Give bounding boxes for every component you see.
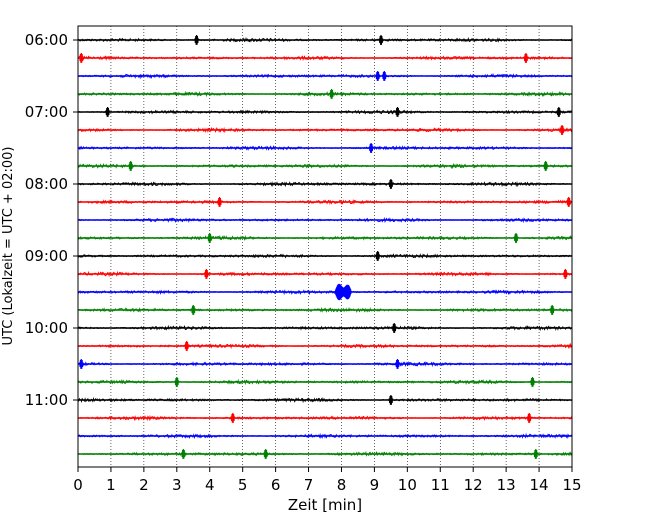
event-spike <box>388 178 394 189</box>
x-tick-label: 13 <box>497 476 516 494</box>
trace-noise <box>77 432 573 440</box>
event-spike <box>375 70 381 81</box>
event-spike <box>391 322 397 333</box>
trace-noise <box>77 270 573 278</box>
event-spike <box>217 196 223 207</box>
trace-noise <box>77 55 573 62</box>
x-tick-label: 3 <box>172 476 182 494</box>
trace-noise <box>77 126 573 134</box>
trace-noise <box>77 324 573 332</box>
major-event-burst <box>334 283 352 301</box>
trace-noise <box>77 342 573 350</box>
y-tick-label: 11:00 <box>25 391 68 409</box>
seismic-traces <box>77 34 573 459</box>
trace-noise <box>77 378 573 386</box>
event-spike <box>529 376 536 387</box>
x-tick-label: 5 <box>238 476 248 494</box>
event-spike <box>203 268 209 279</box>
event-spike <box>174 376 180 387</box>
trace-noise <box>77 234 573 242</box>
trace-noise <box>77 360 573 368</box>
event-spike <box>105 106 111 117</box>
trace-noise <box>77 36 573 43</box>
event-spike <box>562 268 568 279</box>
trace-noise <box>77 145 573 151</box>
x-tick-label: 15 <box>562 476 581 494</box>
x-tick-label: 6 <box>271 476 281 494</box>
x-tick-label: 8 <box>337 476 347 494</box>
event-spike <box>375 250 381 261</box>
x-tick-label: 14 <box>530 476 549 494</box>
trace-noise <box>77 162 573 170</box>
x-tick-label: 7 <box>304 476 314 494</box>
trace-noise <box>77 253 573 259</box>
x-tick-label: 4 <box>205 476 215 494</box>
x-tick-label: 12 <box>464 476 483 494</box>
x-tick-label: 11 <box>431 476 450 494</box>
x-tick-label: 2 <box>139 476 149 494</box>
x-tick-label: 1 <box>106 476 116 494</box>
event-spike <box>533 448 539 459</box>
event-spike <box>194 34 200 45</box>
event-spike <box>549 304 555 315</box>
x-tick-label: 0 <box>73 476 83 494</box>
event-spike <box>394 106 401 117</box>
trace-noise <box>77 180 573 188</box>
event-spike <box>559 124 565 135</box>
event-spike <box>180 448 186 459</box>
y-tick-label: 08:00 <box>25 175 68 193</box>
trace-noise <box>77 72 573 80</box>
y-tick-label: 07:00 <box>25 103 68 121</box>
event-spike <box>523 52 529 63</box>
event-spike <box>329 88 335 99</box>
trace-noise <box>77 396 573 404</box>
event-spike <box>78 358 84 369</box>
y-tick-label: 06:00 <box>25 31 68 49</box>
trace-noise <box>77 414 573 422</box>
trace-noise <box>77 109 573 115</box>
event-spike <box>207 232 213 243</box>
trace-noise <box>77 216 573 224</box>
y-tick-label: 09:00 <box>25 247 68 265</box>
event-spike <box>368 142 374 153</box>
event-spike <box>184 340 190 351</box>
event-spike <box>378 34 384 45</box>
x-axis-label: Zeit [min] <box>288 496 362 514</box>
event-spike <box>543 160 549 171</box>
trace-noise <box>77 289 573 296</box>
event-spike <box>556 106 562 117</box>
event-spike <box>388 394 394 405</box>
event-spike <box>190 304 196 315</box>
event-spike <box>381 70 387 81</box>
y-axis-ticks: 06:00 07:00 08:00 09:00 10:00 11:00 <box>25 31 78 409</box>
x-axis-ticks: 0 1 2 3 4 5 6 7 8 9 10 11 12 13 14 15 <box>73 467 582 494</box>
plot-frame <box>77 25 573 468</box>
event-spike <box>78 52 84 63</box>
event-spike <box>230 412 236 423</box>
y-tick-label: 10:00 <box>25 319 68 337</box>
event-spike <box>263 448 269 459</box>
trace-noise <box>77 450 573 457</box>
trace-noise <box>78 306 573 313</box>
event-spike <box>394 358 401 369</box>
x-tick-label: 10 <box>398 476 417 494</box>
event-spike <box>128 160 134 171</box>
trace-noise <box>77 198 573 205</box>
y-axis-label: UTC (Lokalzeit = UTC + 02:00) <box>1 147 16 346</box>
x-tick-label: 9 <box>370 476 380 494</box>
event-spike <box>526 412 532 423</box>
event-spike <box>513 232 519 243</box>
event-spike <box>566 196 572 207</box>
trace-noise <box>77 90 573 98</box>
